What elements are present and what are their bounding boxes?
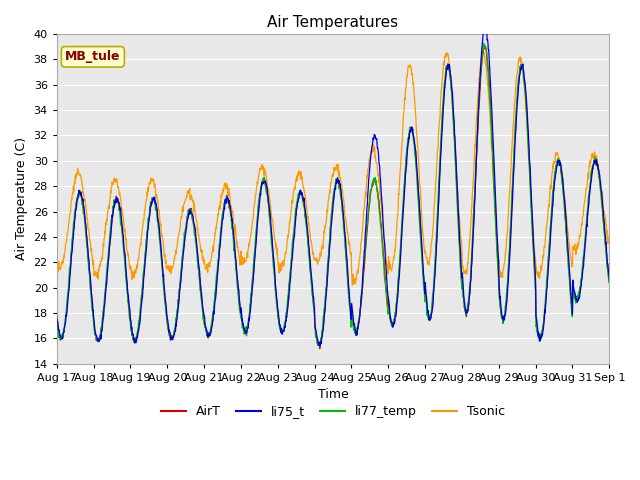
Y-axis label: Air Temperature (C): Air Temperature (C) bbox=[15, 137, 28, 260]
Title: Air Temperatures: Air Temperatures bbox=[268, 15, 399, 30]
Legend: AirT, li75_t, li77_temp, Tsonic: AirT, li75_t, li77_temp, Tsonic bbox=[156, 400, 510, 423]
X-axis label: Time: Time bbox=[317, 388, 348, 401]
Text: MB_tule: MB_tule bbox=[65, 50, 120, 63]
